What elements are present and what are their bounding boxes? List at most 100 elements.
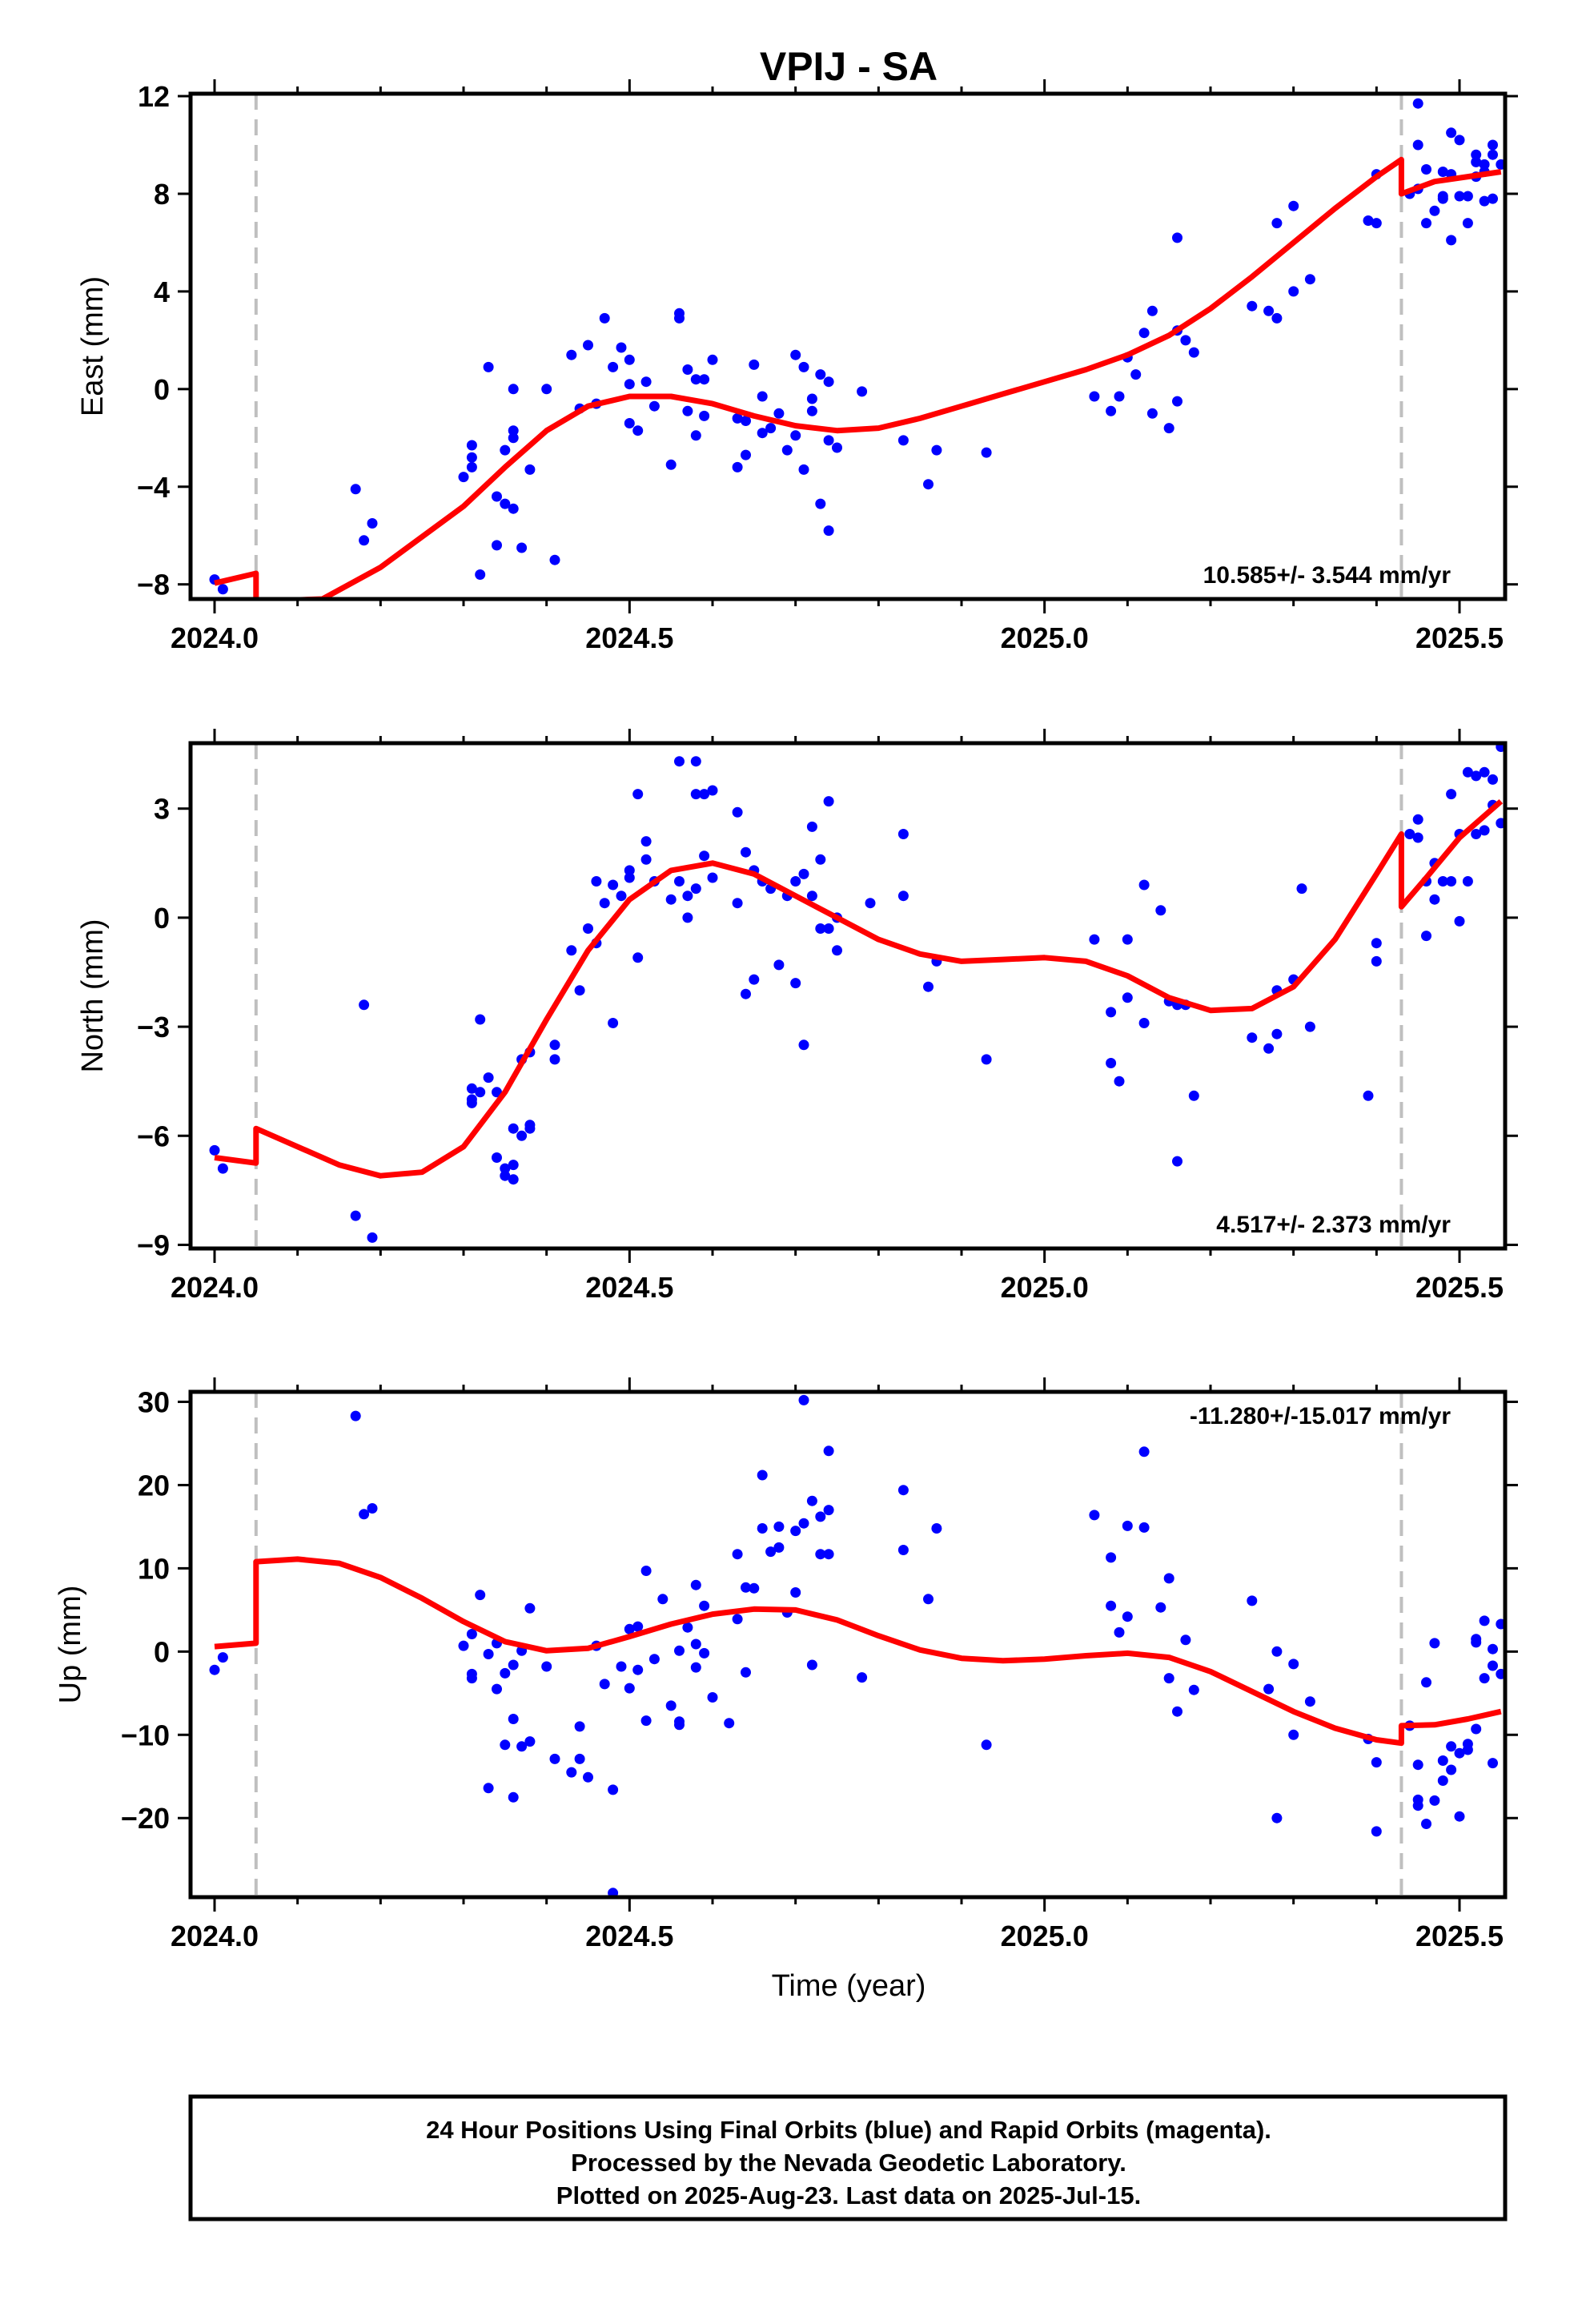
up-data-point — [1429, 1795, 1440, 1806]
north-y-tick-label: 0 — [154, 902, 170, 935]
up-data-point — [1172, 1706, 1182, 1717]
up-data-point — [1188, 1684, 1199, 1695]
east-data-point — [1437, 191, 1448, 202]
east-y-tick-label: 4 — [154, 275, 170, 308]
north-data-point — [1496, 743, 1505, 752]
up-data-point — [823, 1505, 834, 1516]
north-data-point — [699, 789, 710, 800]
north-plot-frame — [188, 741, 1508, 1251]
east-data-point — [599, 312, 610, 324]
east-data-point — [217, 584, 228, 595]
up-data-point — [1454, 1811, 1465, 1822]
up-data-point — [690, 1579, 701, 1590]
north-data-point — [608, 1018, 619, 1028]
north-data-point — [707, 785, 718, 796]
up-data-point — [815, 1511, 826, 1522]
up-data-point — [815, 1549, 826, 1560]
east-data-point — [508, 503, 519, 514]
up-data-point — [790, 1526, 801, 1537]
east-data-point — [699, 410, 710, 421]
up-data-point — [574, 1721, 585, 1732]
figure-title: VPIJ - SA — [760, 44, 938, 89]
up-data-point — [674, 1645, 685, 1656]
north-data-point — [1304, 1021, 1315, 1032]
up-data-point — [699, 1647, 710, 1659]
north-x-tick-label: 2025.5 — [1415, 1271, 1504, 1304]
up-data-point — [1247, 1595, 1258, 1606]
east-data-point — [1488, 149, 1498, 160]
up-data-point — [566, 1767, 577, 1778]
east-data-point — [1421, 164, 1431, 175]
up-data-point — [624, 1683, 635, 1694]
north-y-tick-label: −9 — [137, 1228, 170, 1261]
north-x-tick-label: 2024.0 — [171, 1271, 259, 1304]
east-data-point — [1089, 391, 1100, 402]
east-x-tick-label: 2025.0 — [1001, 621, 1089, 654]
east-data-point — [732, 412, 743, 424]
north-data-point — [549, 1039, 560, 1051]
north-data-point — [682, 912, 693, 923]
up-data-point — [549, 1753, 560, 1764]
east-model-curve — [214, 156, 1502, 599]
north-data-point — [492, 1152, 502, 1163]
north-data-point — [599, 898, 610, 909]
up-data-point — [624, 1623, 635, 1634]
up-data-point — [1488, 1643, 1498, 1655]
north-data-point — [1122, 934, 1133, 945]
north-data-point — [367, 1232, 378, 1243]
up-y-tick-label: 10 — [138, 1552, 170, 1585]
north-data-point — [1421, 931, 1431, 942]
up-plot-frame — [188, 1389, 1508, 1900]
up-data-point — [492, 1683, 502, 1695]
up-data-point — [1488, 1758, 1498, 1769]
up-data-point — [798, 1518, 809, 1529]
up-data-point — [773, 1521, 785, 1532]
up-data-point — [765, 1546, 777, 1558]
east-data-point — [624, 418, 635, 428]
east-data-point — [741, 449, 751, 460]
north-data-point — [790, 978, 801, 989]
up-data-point — [699, 1600, 710, 1611]
up-panel: 2024.0 2024.5 2025.0 2025.5 −20 −10 0 10 20 30 Up … — [54, 1377, 1518, 1952]
up-data-point — [1454, 1747, 1465, 1759]
up-data-point — [466, 1629, 477, 1639]
east-data-point — [492, 540, 502, 551]
up-data-point — [1304, 1696, 1315, 1707]
north-y-tick-label: 3 — [154, 793, 170, 826]
east-data-point — [640, 376, 652, 388]
north-data-point — [591, 876, 602, 887]
north-rate-label: 4.517+/- 2.373 mm/yr — [1216, 1212, 1451, 1238]
north-data-point — [549, 1054, 560, 1065]
up-data-point — [1155, 1602, 1166, 1613]
east-data-point — [665, 459, 677, 470]
east-y-tick-label: −4 — [137, 471, 170, 504]
up-data-point — [757, 1523, 768, 1534]
east-data-point — [616, 342, 627, 353]
up-data-point — [741, 1582, 751, 1593]
north-data-point — [1296, 883, 1307, 895]
east-data-point — [475, 569, 486, 580]
east-data-point — [1488, 193, 1498, 204]
up-data-point — [1479, 1615, 1490, 1626]
east-data-point — [806, 405, 817, 416]
east-data-point — [923, 479, 934, 490]
east-data-point — [1454, 191, 1465, 202]
north-data-point — [632, 952, 644, 963]
east-data-point — [1172, 232, 1182, 243]
north-data-point — [674, 756, 685, 767]
east-data-point — [492, 491, 502, 502]
north-data-point — [741, 846, 751, 858]
north-x-tick-label: 2025.0 — [1001, 1271, 1089, 1304]
footer-line-3: Plotted on 2025-Aug-23. Last data on 202… — [556, 2181, 1141, 2209]
up-data-point — [524, 1602, 536, 1614]
north-data-point — [1488, 774, 1498, 785]
north-data-point — [798, 1039, 809, 1051]
north-data-point — [1188, 1090, 1199, 1101]
north-data-point — [699, 850, 710, 862]
north-data-point — [1138, 1018, 1150, 1028]
east-data-point — [608, 361, 619, 372]
north-data-point — [1263, 1043, 1275, 1054]
east-data-point — [508, 384, 519, 395]
north-data-point — [1429, 894, 1440, 905]
east-data-point — [1138, 328, 1150, 339]
